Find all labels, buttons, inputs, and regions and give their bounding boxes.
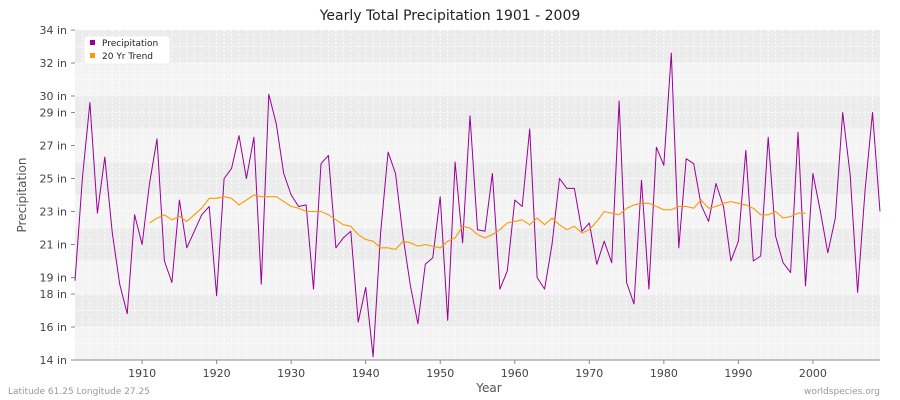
x-tick-label: 1970	[575, 367, 603, 380]
y-axis-label: Precipitation	[15, 157, 29, 232]
x-tick-label: 1990	[724, 367, 752, 380]
x-axis-label: Year	[475, 381, 501, 395]
series-layer	[74, 52, 881, 358]
y-tick-label: 18 in	[39, 288, 67, 301]
y-tick-label: 19 in	[39, 272, 67, 285]
x-tick-label: 1960	[501, 367, 529, 380]
y-tick-label: 16 in	[39, 321, 67, 334]
legend-box	[83, 35, 171, 65]
chart-title: Yearly Total Precipitation 1901 - 2009	[319, 8, 581, 24]
x-tick-label: 1950	[426, 367, 454, 380]
series-line-precipitation	[74, 52, 881, 358]
x-tick-label: 1910	[128, 367, 156, 380]
y-tick-label: 30 in	[39, 90, 67, 103]
legend-label-precipitation: Precipitation	[102, 39, 158, 49]
x-tick-label: 1930	[277, 367, 305, 380]
x-axis-ticks: 1910 1920 1930 1940 1950 1960 1970 1980 1990 2000	[128, 360, 827, 380]
legend-swatch-precipitation	[90, 40, 95, 45]
x-tick-label: 1980	[650, 367, 678, 380]
y-tick-label: 29 in	[39, 107, 67, 120]
x-tick-label: 2000	[799, 367, 827, 380]
y-tick-label: 25 in	[39, 173, 67, 186]
y-tick-label: 32 in	[39, 57, 67, 70]
y-tick-label: 34 in	[39, 24, 67, 37]
y-tick-label: 27 in	[39, 140, 67, 153]
y-tick-label: 21 in	[39, 239, 67, 252]
x-tick-label: 1940	[352, 367, 380, 380]
legend: Precipitation 20 Yr Trend	[83, 35, 171, 65]
legend-swatch-trend	[90, 53, 95, 58]
y-axis-ticks: 14 in 16 in 18 in 19 in 21 in 23 in 25 in 27 in…	[39, 24, 75, 367]
y-tick-label: 14 in	[39, 354, 67, 367]
y-tick-label: 23 in	[39, 206, 67, 219]
legend-label-trend: 20 Yr Trend	[102, 52, 153, 62]
x-tick-label: 1920	[203, 367, 231, 380]
footer-source: worldspecies.org	[804, 387, 880, 397]
footer-location: Latitude 61.25 Longitude 27.25	[8, 387, 150, 397]
series-line-trend	[149, 194, 806, 251]
